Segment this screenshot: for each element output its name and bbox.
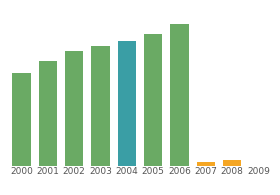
Bar [170,24,189,166]
Bar [65,51,83,166]
Bar [12,73,31,166]
Bar [223,160,241,166]
Bar [118,41,136,166]
Bar [197,162,215,166]
Bar [144,35,162,166]
Bar [91,46,110,166]
Bar [39,61,57,166]
